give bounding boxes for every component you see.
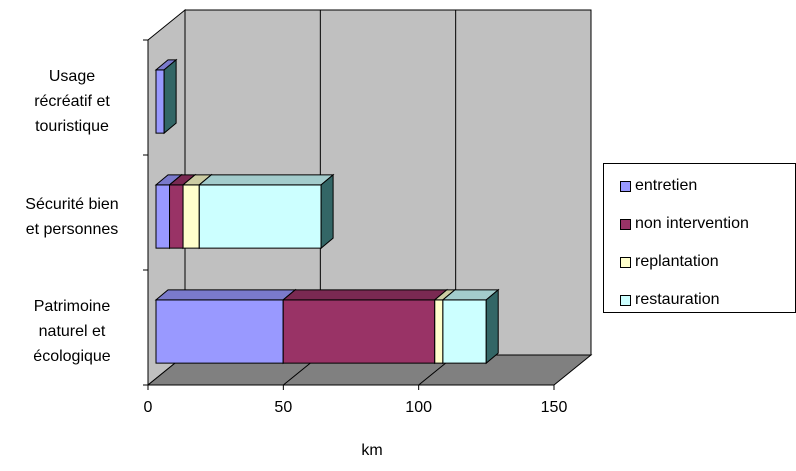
bar-front-non-intervention bbox=[169, 184, 184, 249]
bar-segment bbox=[441, 288, 500, 365]
legend-label: restauration bbox=[635, 291, 720, 308]
bar-side bbox=[485, 288, 499, 365]
legend-swatch bbox=[620, 218, 631, 230]
legend-item: entretien bbox=[620, 176, 697, 196]
category-label-line: et personnes bbox=[25, 220, 119, 238]
bar-front-replantation bbox=[182, 184, 200, 249]
legend-label: entretien bbox=[635, 177, 698, 194]
axes bbox=[143, 39, 555, 390]
legend-swatch bbox=[620, 294, 631, 306]
legend-swatch bbox=[620, 256, 631, 268]
category-label-line: écologique bbox=[33, 348, 111, 365]
bar-front-entretien bbox=[155, 69, 165, 134]
bar-front-non-intervention bbox=[282, 299, 436, 364]
bar-segment bbox=[197, 173, 335, 250]
category-label: Patrimoine naturel et écologique bbox=[2, 294, 142, 369]
legend-label: non intervention bbox=[635, 215, 749, 232]
legend-item: restauration bbox=[620, 290, 720, 310]
bar-front-entretien bbox=[155, 299, 284, 364]
category-label-line: Usage bbox=[48, 68, 96, 85]
x-axis-title: km bbox=[361, 442, 383, 459]
x-tick-label: 100 bbox=[405, 399, 433, 416]
category-label: Sécurité bien et personnes bbox=[2, 192, 142, 242]
category-label: Usage récréatif et touristique bbox=[2, 64, 142, 139]
category-label-line: Sécurité bien bbox=[25, 195, 119, 213]
category-label-line: Patrimoine bbox=[33, 298, 111, 315]
category-label-line: touristique bbox=[35, 118, 109, 135]
bars bbox=[154, 58, 500, 365]
bar-front-replantation bbox=[434, 299, 444, 364]
bar-segment bbox=[154, 288, 297, 365]
bar-side bbox=[320, 173, 334, 250]
bar-segment bbox=[281, 288, 449, 365]
bar-top bbox=[281, 289, 449, 301]
legend: entretien non intervention replantation res… bbox=[603, 163, 796, 313]
legend-item: replantation bbox=[620, 252, 719, 272]
bar-segment bbox=[154, 58, 178, 135]
bar-front-restauration bbox=[442, 299, 487, 364]
legend-label: replantation bbox=[635, 253, 719, 270]
x-tick-label: 50 bbox=[274, 399, 293, 416]
x-tick-label: 150 bbox=[540, 399, 568, 416]
bar-front-entretien bbox=[155, 184, 171, 249]
bar-top bbox=[154, 289, 297, 301]
category-label-line: récréatif et bbox=[34, 93, 110, 110]
bar-top bbox=[197, 174, 335, 186]
bar-front-restauration bbox=[198, 184, 322, 249]
x-tick-label: 0 bbox=[143, 399, 153, 416]
legend-swatch bbox=[620, 180, 631, 192]
legend-item: non intervention bbox=[620, 214, 749, 234]
category-label-line: naturel et bbox=[38, 323, 106, 340]
bar-side bbox=[163, 58, 177, 135]
